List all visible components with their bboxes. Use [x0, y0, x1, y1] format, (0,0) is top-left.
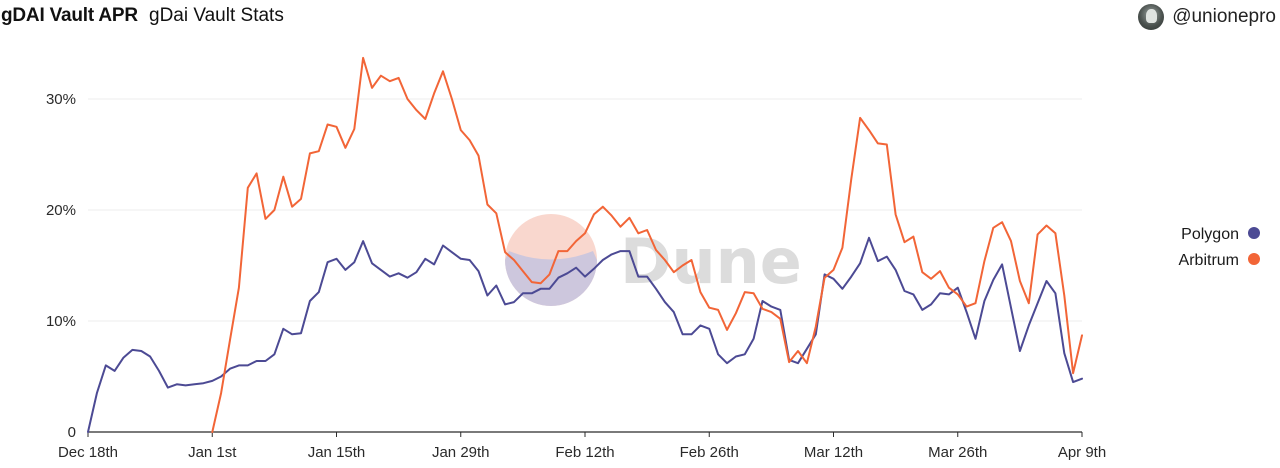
- series-line-arbitrum[interactable]: [211, 56, 1083, 433]
- x-tick-label: Feb 26th: [680, 444, 739, 461]
- x-tick-label: Feb 12th: [555, 444, 614, 461]
- legend: Polygon Arbitrum: [1179, 226, 1260, 269]
- dune-watermark: Dune: [505, 214, 802, 306]
- x-tick-label: Mar 12th: [804, 444, 863, 461]
- x-tick-label: Apr 9th: [1058, 444, 1106, 461]
- axes: 0 10% 20% 30% Dec 18th Jan 1st Jan 15th Jan 29t…: [46, 91, 1106, 461]
- author-username[interactable]: @unionepro: [1172, 6, 1276, 27]
- x-tick-label: Jan 29th: [432, 444, 490, 461]
- watermark-text: Dune: [620, 225, 802, 298]
- x-tick-label: Dec 18th: [58, 444, 118, 461]
- legend-label: Arbitrum: [1179, 252, 1239, 269]
- x-tick-label: Jan 15th: [308, 444, 366, 461]
- chart-title: gDAI Vault APR: [1, 5, 138, 26]
- author[interactable]: @unionepro: [1138, 4, 1276, 30]
- avatar[interactable]: [1138, 4, 1165, 30]
- series: [87, 56, 1083, 433]
- series-line-polygon[interactable]: [87, 236, 1083, 433]
- header: gDAI Vault APR gDai Vault Stats @unionep…: [0, 0, 1280, 34]
- watermark-circle-bottom: [505, 251, 597, 306]
- legend-swatch: [1248, 253, 1260, 265]
- chart-subtitle[interactable]: gDai Vault Stats: [149, 5, 284, 26]
- x-tick-label: Jan 1st: [188, 444, 237, 461]
- x-tick-label: Mar 26th: [928, 444, 987, 461]
- y-tick-label: 20%: [46, 202, 76, 219]
- y-tick-label: 10%: [46, 313, 76, 330]
- y-tick-label: 0: [68, 424, 76, 441]
- grid: [88, 98, 1082, 322]
- legend-item-arbitrum[interactable]: Arbitrum: [1179, 252, 1260, 269]
- legend-item-polygon[interactable]: Polygon: [1181, 226, 1260, 243]
- legend-label: Polygon: [1181, 226, 1239, 243]
- legend-swatch: [1248, 227, 1260, 239]
- y-tick-label: 30%: [46, 91, 76, 108]
